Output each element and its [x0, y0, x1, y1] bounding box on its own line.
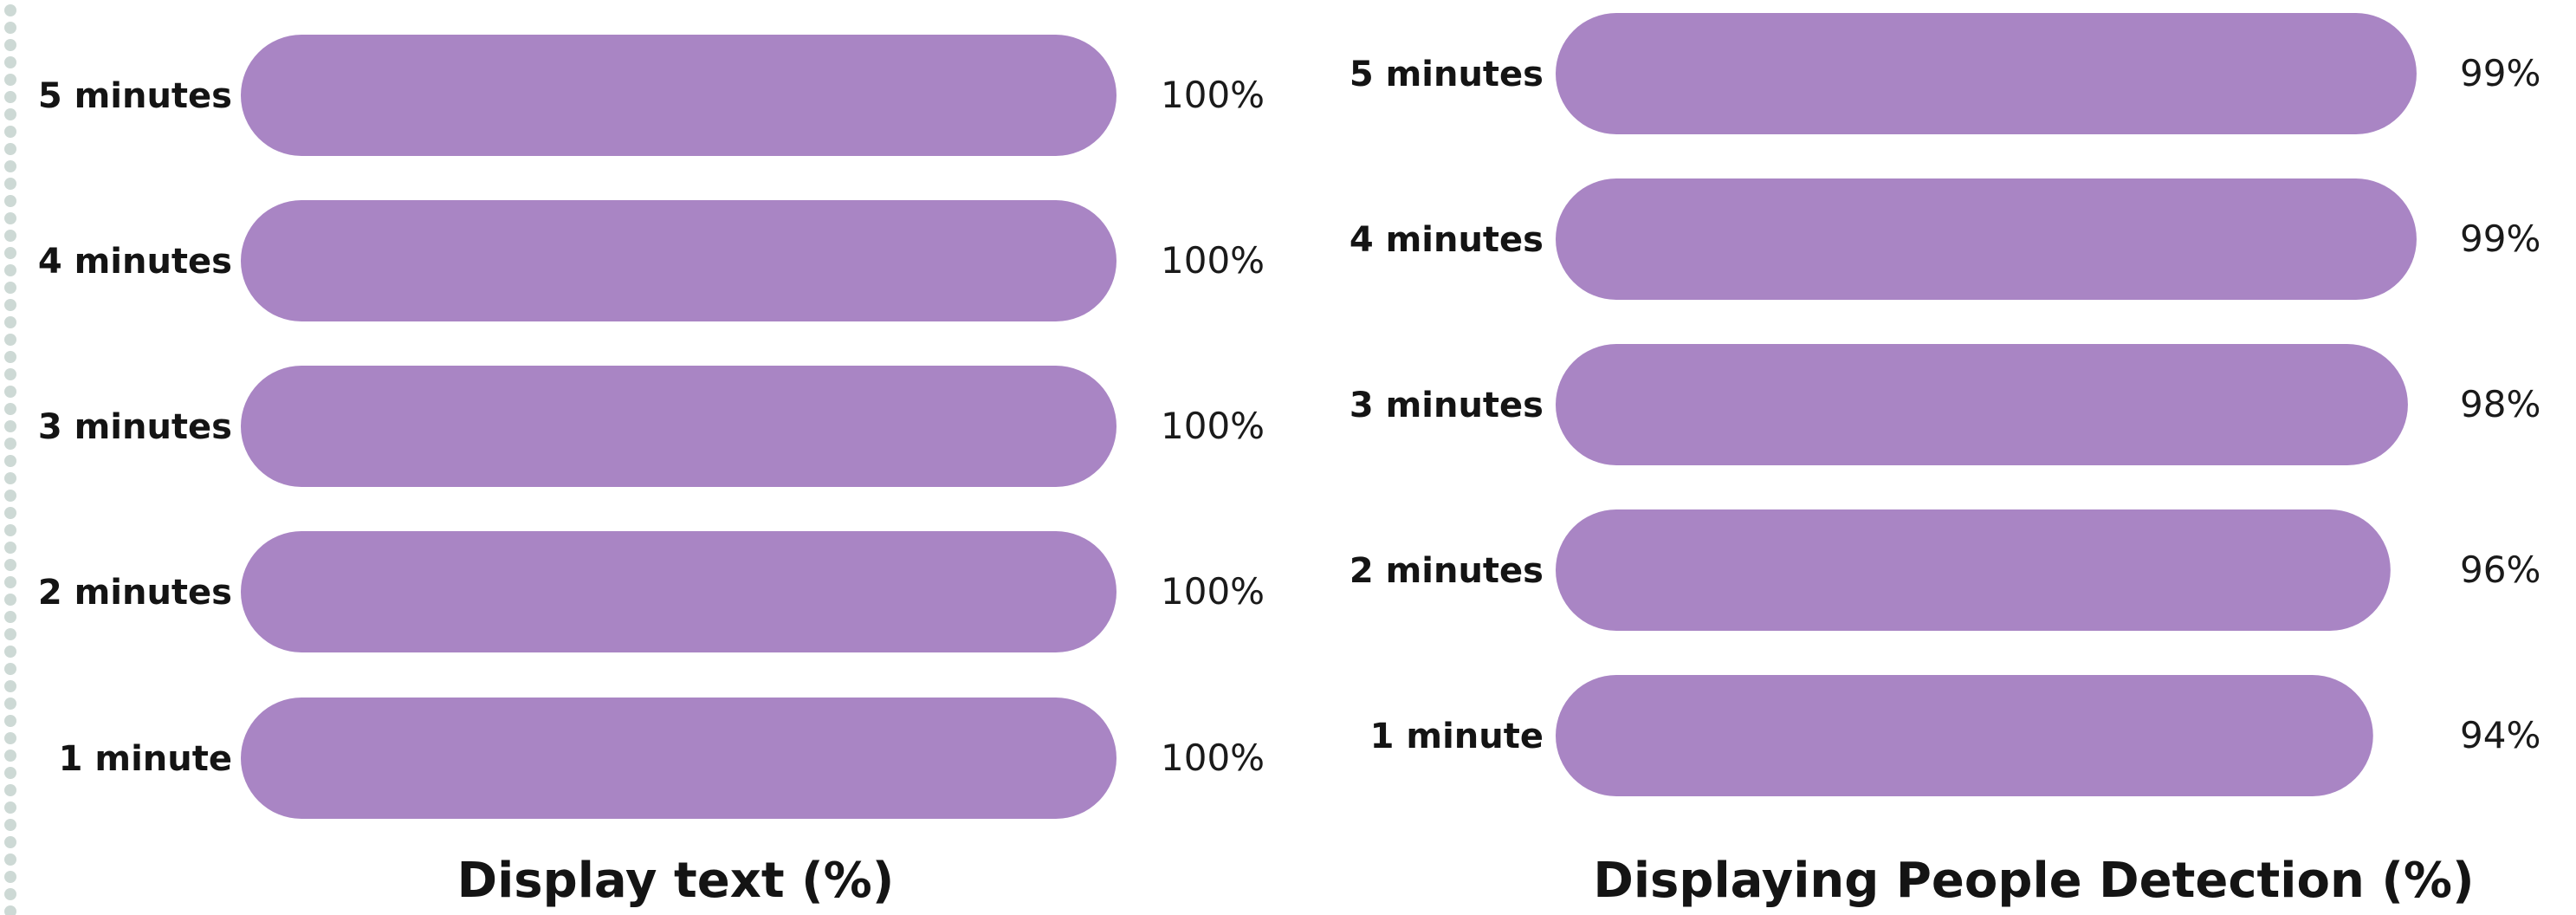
value-label: 100%: [1161, 239, 1265, 282]
border-dot: [4, 905, 16, 915]
category-label: 3 minutes: [38, 407, 232, 447]
border-dot: [4, 559, 16, 571]
value-label: 100%: [1161, 570, 1265, 613]
value-label: 98%: [2460, 383, 2540, 425]
border-dot: [4, 91, 16, 103]
border-dot: [4, 646, 16, 658]
category-label: 2 minutes: [38, 573, 232, 613]
border-dot: [4, 507, 16, 519]
border-dot: [4, 282, 16, 294]
dotted-border-decoration: [4, 4, 16, 915]
border-dot: [4, 853, 16, 866]
border-dot: [4, 611, 16, 623]
border-dot: [4, 594, 16, 606]
value-label: 99%: [2460, 52, 2540, 94]
value-label: 100%: [1161, 405, 1265, 447]
border-dot: [4, 178, 16, 190]
border-dot: [4, 767, 16, 779]
border-dot: [4, 680, 16, 692]
border-dot: [4, 420, 16, 432]
border-dot: [4, 143, 16, 155]
value-label: 100%: [1161, 737, 1265, 779]
border-dot: [4, 784, 16, 796]
border-dot: [4, 264, 16, 276]
value-label: 94%: [2460, 714, 2540, 756]
border-dot: [4, 56, 16, 68]
bar: [1556, 509, 2391, 631]
bar: [1556, 675, 2373, 796]
border-dot: [4, 542, 16, 554]
border-dot: [4, 316, 16, 328]
border-dot: [4, 750, 16, 762]
border-dot: [4, 576, 16, 588]
chart-title: Displaying People Detection (%): [1593, 853, 2474, 909]
bar: [241, 531, 1116, 652]
border-dot: [4, 628, 16, 640]
border-dot: [4, 732, 16, 744]
border-dot: [4, 836, 16, 848]
border-dot: [4, 801, 16, 814]
border-dot: [4, 490, 16, 502]
border-dot: [4, 4, 16, 16]
border-dot: [4, 819, 16, 831]
category-label: 1 minute: [1370, 717, 1544, 756]
border-dot: [4, 299, 16, 311]
category-label: 2 minutes: [1349, 551, 1544, 591]
category-label: 3 minutes: [1349, 386, 1544, 425]
border-dot: [4, 663, 16, 675]
border-dot: [4, 524, 16, 536]
border-dot: [4, 74, 16, 86]
bar-chart-display-text: 5 minutes 100% 4 minutes 100% 3 minutes 100% 2…: [38, 35, 1265, 909]
value-label: 100%: [1161, 74, 1265, 116]
border-dot: [4, 698, 16, 710]
border-dot: [4, 108, 16, 120]
bar: [1556, 13, 2417, 134]
border-dot: [4, 334, 16, 346]
border-dot: [4, 39, 16, 51]
chart-title: Display text (%): [457, 853, 895, 909]
border-dot: [4, 351, 16, 363]
border-dot: [4, 160, 16, 172]
border-dot: [4, 888, 16, 900]
bar: [241, 698, 1116, 819]
category-label: 4 minutes: [1349, 220, 1544, 260]
value-label: 99%: [2460, 217, 2540, 260]
bar: [1556, 344, 2408, 465]
bar: [241, 366, 1116, 487]
category-label: 1 minute: [59, 739, 232, 779]
category-label: 5 minutes: [1349, 55, 1544, 94]
bar: [241, 35, 1116, 156]
bar: [241, 200, 1116, 321]
border-dot: [4, 230, 16, 242]
value-label: 96%: [2460, 548, 2540, 591]
border-dot: [4, 472, 16, 484]
border-dot: [4, 126, 16, 138]
border-dot: [4, 386, 16, 398]
border-dot: [4, 247, 16, 259]
border-dot: [4, 438, 16, 450]
bar-group: 5 minutes 100% 4 minutes 100% 3 minutes 100% 2…: [38, 35, 1265, 819]
border-dot: [4, 715, 16, 727]
bar: [1556, 178, 2417, 300]
category-label: 4 minutes: [38, 242, 232, 282]
category-label: 5 minutes: [38, 76, 232, 116]
border-dot: [4, 403, 16, 415]
border-dot: [4, 212, 16, 224]
border-dot: [4, 368, 16, 380]
border-dot: [4, 455, 16, 467]
border-dot: [4, 22, 16, 34]
bar-group: 5 minutes 99% 4 minutes 99% 3 minutes 98% 2 mi…: [1349, 13, 2540, 796]
border-dot: [4, 195, 16, 207]
bar-chart-people-detection: 5 minutes 99% 4 minutes 99% 3 minutes 98% 2 mi…: [1349, 13, 2540, 909]
border-dot: [4, 871, 16, 883]
